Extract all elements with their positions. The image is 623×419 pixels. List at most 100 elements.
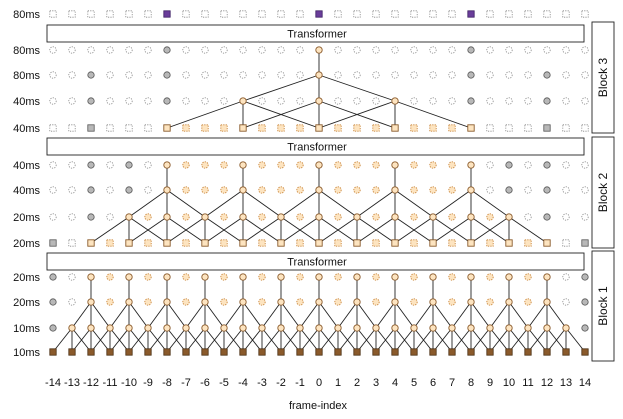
edge-diagonal <box>413 327 434 353</box>
frame-index-tick: -11 <box>102 377 117 389</box>
circle-node <box>410 213 418 221</box>
square-node <box>239 348 247 356</box>
frame-index-tick: -10 <box>121 377 137 389</box>
circle-node <box>524 71 532 79</box>
edge-diagonal <box>337 327 358 353</box>
circle-node <box>467 97 475 105</box>
square-node <box>524 124 532 132</box>
frame-index-tick: -7 <box>181 377 191 389</box>
circle-node <box>220 186 228 194</box>
output-node-highlighted <box>163 10 171 18</box>
edge-diagonal <box>451 327 472 353</box>
circle-node <box>296 213 304 221</box>
circle-node <box>410 161 418 169</box>
square-node <box>201 124 209 132</box>
circle-node <box>448 186 456 194</box>
circle-node <box>239 213 247 221</box>
circle-node <box>410 273 418 281</box>
edge-diagonal <box>128 327 149 353</box>
frame-index-tick: 14 <box>579 377 591 389</box>
circle-node <box>543 273 551 281</box>
node-layer <box>49 10 589 356</box>
circle-node <box>372 161 380 169</box>
circle-node <box>505 273 513 281</box>
circle-node <box>68 273 76 281</box>
edge-diagonal <box>432 216 472 244</box>
edge-diagonal <box>470 216 510 244</box>
square-node <box>467 124 475 132</box>
circle-node <box>562 97 570 105</box>
edge-layer <box>52 50 586 353</box>
circle-node <box>581 161 589 169</box>
edge-diagonal <box>356 189 396 218</box>
output-node <box>258 10 266 18</box>
circle-node <box>49 324 57 332</box>
edge-diagonal <box>394 301 415 329</box>
frame-index-tick: 4 <box>392 377 398 389</box>
square-node <box>410 239 418 247</box>
circle-node <box>125 186 133 194</box>
square-node <box>125 239 133 247</box>
square-node <box>220 239 228 247</box>
circle-node <box>163 298 171 306</box>
circle-node <box>49 97 57 105</box>
edge-diagonal <box>394 216 434 244</box>
edge-diagonal <box>489 327 510 353</box>
frame-index-tick: 11 <box>522 377 533 389</box>
circle-node <box>353 273 361 281</box>
circle-node <box>220 161 228 169</box>
edge-diagonal <box>280 301 301 329</box>
output-node <box>353 10 361 18</box>
square-node <box>410 124 418 132</box>
edge-diagonal <box>337 301 358 329</box>
square-node <box>258 124 266 132</box>
circle-node <box>315 161 323 169</box>
circle-node <box>429 71 437 79</box>
edge-diagonal <box>147 301 168 329</box>
circle-node <box>334 186 342 194</box>
output-node <box>239 10 247 18</box>
circle-node <box>543 213 551 221</box>
circle-node <box>353 186 361 194</box>
circle-node <box>258 298 266 306</box>
square-node <box>125 348 133 356</box>
edge-diagonal <box>394 189 434 218</box>
circle-node <box>163 46 171 54</box>
square-node <box>524 239 532 247</box>
circle-node <box>524 273 532 281</box>
circle-node <box>581 298 589 306</box>
edge-diagonal <box>90 301 111 329</box>
edge-diagonal <box>242 301 263 329</box>
circle-node <box>220 273 228 281</box>
output-node <box>391 10 399 18</box>
circle-node <box>315 71 323 79</box>
circle-node <box>448 324 456 332</box>
output-node <box>410 10 418 18</box>
square-node <box>581 239 589 247</box>
circle-node <box>144 46 152 54</box>
row-label: 20ms <box>13 272 40 284</box>
circle-node <box>258 273 266 281</box>
circle-node <box>505 161 513 169</box>
circle-node <box>296 298 304 306</box>
square-node <box>353 239 361 247</box>
square-node <box>505 124 513 132</box>
square-node <box>372 239 380 247</box>
square-node <box>163 348 171 356</box>
edge-diagonal <box>413 301 434 329</box>
square-node <box>581 348 589 356</box>
circle-node <box>201 97 209 105</box>
circle-node <box>125 46 133 54</box>
circle-node <box>144 97 152 105</box>
circle-node <box>258 71 266 79</box>
square-node <box>410 348 418 356</box>
edge-diagonal <box>280 189 320 218</box>
circle-node <box>315 273 323 281</box>
square-node <box>201 239 209 247</box>
square-node <box>49 124 57 132</box>
circle-node <box>429 186 437 194</box>
frame-index-tick: -3 <box>257 377 267 389</box>
edge-diagonal <box>318 301 339 329</box>
edge-diagonal <box>565 327 586 353</box>
square-node <box>296 239 304 247</box>
